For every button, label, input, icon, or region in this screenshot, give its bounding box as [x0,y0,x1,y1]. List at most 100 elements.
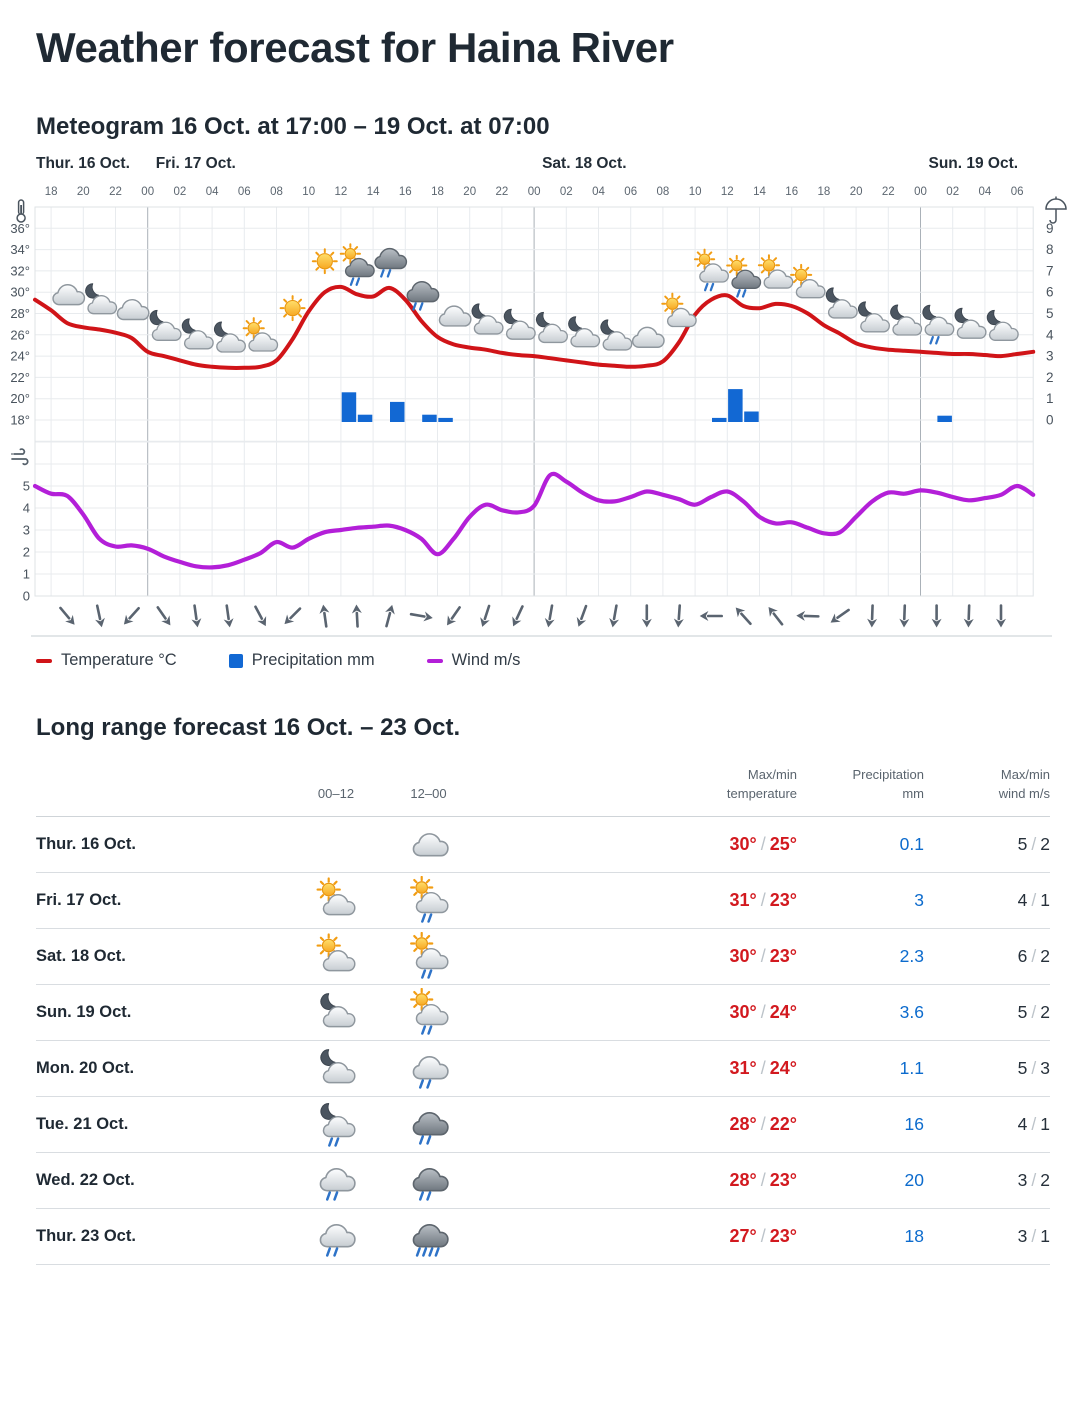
slash-separator: / [1027,1170,1040,1190]
day-label: Mon. 20 Oct. [36,1059,291,1078]
wind-arrow [318,604,331,627]
wind-arrow [996,605,1006,627]
wind-arrow [574,604,591,628]
max-min-wind: 5/3 [1018,1058,1050,1079]
legend-label: Temperature °C [61,651,177,670]
meteogram-weather-icons [53,244,1018,352]
long-range-heading: Long range forecast 16 Oct. – 23 Oct. [36,714,1080,743]
wind-arrow [477,604,493,628]
weather-icon-sun [281,296,305,320]
weather-icon-moon-cloud [569,317,600,347]
raindrop-icon [428,1027,431,1034]
raindrop-icon [422,971,425,978]
wind-arrow [765,604,786,627]
time-tick-label: 04 [206,186,219,198]
wind-arrow [673,605,685,628]
svg-text:7: 7 [1046,263,1054,278]
time-tick-label: 18 [431,186,444,198]
svg-text:4: 4 [23,500,30,515]
weather-icon-cloud [53,285,84,305]
slash-separator: / [1027,834,1040,854]
legend-line-icon [36,659,52,663]
slash-separator: / [1027,946,1040,966]
cell-icon_00_12 [312,988,360,1036]
day-label: Thur. 16 Oct. [36,835,291,854]
sun-icon [415,994,426,1005]
moon-icon [150,310,163,324]
max-wind: 5 [1018,834,1028,854]
thermometer-icon [17,200,25,222]
weather-icon-sun-cloud-rain [695,249,728,290]
sun-icon [345,248,355,258]
weather-icon-sun-cloud [791,265,825,298]
raindrop-icon [357,278,359,284]
weather-icon-sun-dark-cloud-rain [727,256,760,297]
weather-page: { "page": { "title": "Weather forecast f… [0,24,1080,1403]
raindrop-icon [423,1249,426,1256]
slash-separator: / [1027,1114,1040,1134]
max-min-temperature: 31°/23° [730,890,797,911]
svg-text:0: 0 [23,588,30,603]
sun-icon [795,269,806,280]
precip-bar [390,402,405,422]
max-temp: 27° [730,1226,757,1246]
wind-arrow [92,605,106,629]
time-tick-label: 16 [785,186,798,198]
cell-icon_00_12 [312,1212,360,1260]
sun-icon [699,254,709,264]
slash-separator: / [1027,890,1040,910]
max-min-wind: 4/1 [1018,1114,1050,1135]
time-tick-label: 14 [367,186,380,198]
wind-arrow [642,605,652,627]
slash-separator: / [757,1226,770,1246]
weather-icon-moon-cloud [987,310,1018,340]
wind-arrow [410,609,433,623]
day-label: Tue. 21 Oct. [36,1115,291,1134]
cell-icon_12_00 [405,1212,453,1260]
slash-separator: / [757,1114,770,1134]
time-tick-label: 00 [914,186,927,198]
max-wind: 6 [1018,946,1028,966]
weather-icon-dark-cloud-heavy-rain [405,1212,453,1260]
min-wind: 2 [1040,946,1050,966]
raindrop-icon [711,284,713,290]
cloud-icon [413,1113,447,1135]
max-min-temperature: 28°/23° [730,1170,797,1191]
min-wind: 1 [1040,1226,1050,1246]
weather-icon-moon-cloud [150,310,181,340]
cloud-icon [633,327,664,347]
weather-icon-sun-cloud [312,876,360,924]
max-wind: 4 [1018,890,1028,910]
cell-icon_12_00 [405,932,453,980]
svg-text:3: 3 [23,522,30,537]
weather-icon-moon-cloud [312,1044,360,1092]
max-min-temperature: 28°/22° [730,1114,797,1135]
day-label: Sat. 18 Oct. [36,947,291,966]
raindrop-icon [931,337,933,343]
raindrop-icon [335,1193,338,1200]
svg-text:4: 4 [1046,327,1054,342]
column-header-period2: 12–00 [410,784,446,804]
raindrop-icon [705,284,707,290]
weather-icon-cloud [405,820,453,868]
time-tick-label: 20 [77,186,90,198]
cloud-icon [413,1225,447,1247]
moon-icon [601,320,614,334]
weather-icon-moon-cloud [86,284,117,314]
weather-icon-moon-cloud-rain [312,1100,360,1148]
raindrop-icon [427,1193,430,1200]
svg-text:1: 1 [23,566,30,581]
raindrop-icon [417,1249,420,1256]
raindrop-icon [329,1139,332,1146]
min-temp: 23° [770,946,797,966]
min-wind: 2 [1040,834,1050,854]
min-wind: 3 [1040,1058,1050,1078]
wind-arrow [222,605,235,628]
weather-icon-sun-dark-cloud-rain [341,244,374,285]
wind-arrow [351,604,362,626]
